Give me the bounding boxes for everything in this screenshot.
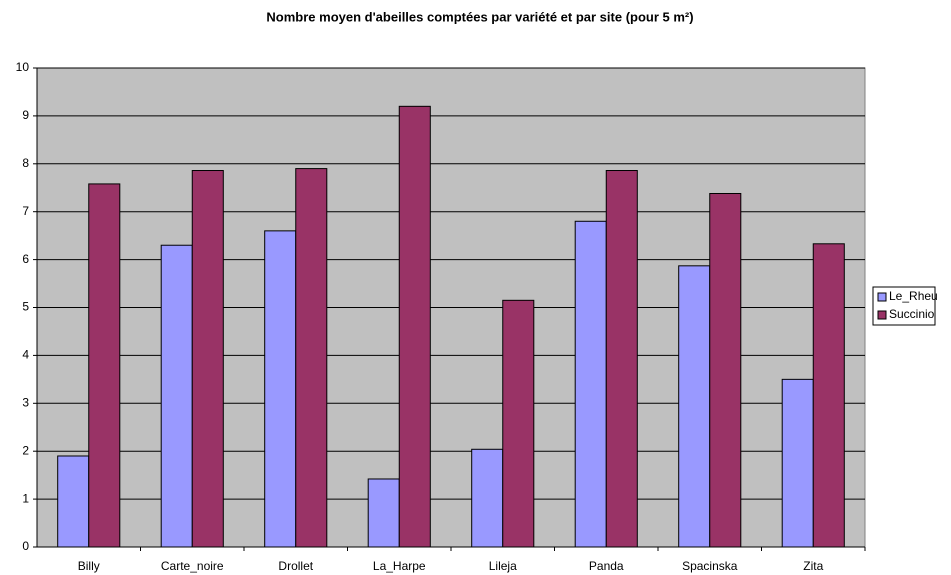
bar <box>709 192 742 548</box>
x-tick-label: Panda <box>589 559 624 573</box>
y-tick-label: 7 <box>22 204 29 218</box>
bar <box>191 170 224 548</box>
bar <box>605 170 638 548</box>
y-tick-label: 10 <box>16 60 30 74</box>
bar <box>367 478 400 548</box>
bar <box>502 299 535 548</box>
x-tick-label: Billy <box>78 559 100 573</box>
y-tick-label: 8 <box>22 156 29 170</box>
bar <box>812 243 845 548</box>
x-tick-label: Carte_noire <box>161 559 224 573</box>
legend-label: Succinio <box>889 307 935 321</box>
bar <box>264 230 297 548</box>
bar <box>295 168 328 548</box>
bar <box>88 183 121 548</box>
chart-title: Nombre moyen d'abeilles comptées par var… <box>266 9 693 24</box>
bar <box>160 244 193 548</box>
y-tick-label: 1 <box>22 491 29 505</box>
y-tick-label: 6 <box>22 252 29 266</box>
y-tick-label: 4 <box>22 348 29 362</box>
y-tick-label: 9 <box>22 108 29 122</box>
legend-label: Le_Rheu <box>889 289 938 303</box>
legend-swatch <box>877 292 887 302</box>
x-tick-label: Zita <box>803 559 823 573</box>
bar <box>471 448 504 548</box>
y-tick-label: 2 <box>22 443 29 457</box>
x-tick-label: Spacinska <box>682 559 738 573</box>
bar <box>398 105 431 548</box>
x-tick-label: La_Harpe <box>373 559 426 573</box>
y-tick-label: 3 <box>22 395 29 409</box>
bar <box>574 220 607 548</box>
bar <box>781 378 814 548</box>
bar <box>678 265 711 548</box>
y-tick-label: 0 <box>22 539 29 553</box>
bar <box>57 455 90 548</box>
y-tick-label: 5 <box>22 300 29 314</box>
x-tick-label: Drollet <box>278 559 313 573</box>
legend-swatch <box>877 310 887 320</box>
x-tick-label: Lileja <box>489 559 517 573</box>
